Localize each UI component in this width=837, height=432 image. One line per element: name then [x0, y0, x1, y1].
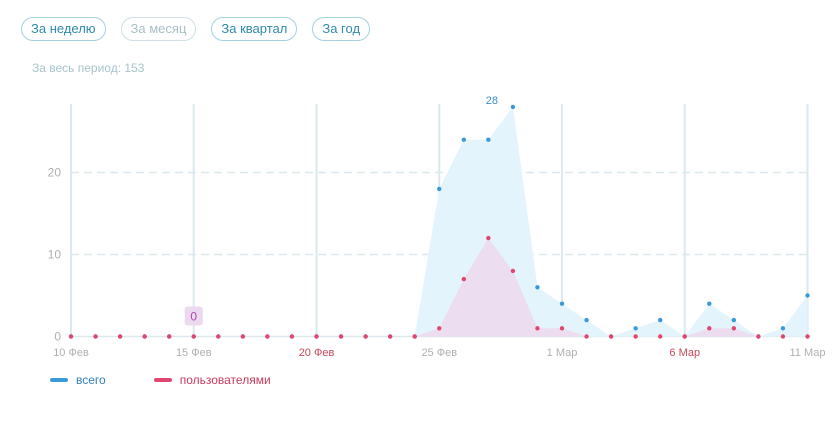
data-point-users	[387, 334, 393, 339]
data-point-total	[780, 326, 786, 331]
data-point-users	[780, 334, 786, 339]
data-point-users	[559, 326, 565, 331]
data-point-users	[584, 334, 589, 339]
data-point-users	[191, 334, 196, 339]
legend: всего пользователями	[50, 373, 271, 387]
data-point-total	[584, 317, 589, 323]
x-tick-label: 25 Фев	[421, 347, 457, 359]
tooltip-value: 0	[190, 310, 197, 324]
data-point-users	[682, 334, 687, 339]
legend-label-users: пользователями	[179, 373, 271, 387]
data-point-total	[805, 293, 810, 298]
y-tick-label: 10	[48, 248, 62, 262]
tab-week[interactable]: За неделю	[21, 17, 106, 41]
data-point-total	[707, 301, 712, 306]
data-point-users	[412, 334, 417, 339]
tab-year[interactable]: За год	[312, 17, 371, 41]
data-point-total	[658, 317, 663, 323]
data-point-users	[68, 334, 74, 339]
data-point-users	[240, 334, 246, 339]
data-point-users	[805, 334, 810, 339]
data-point-users	[756, 334, 761, 339]
data-point-users	[658, 334, 663, 339]
data-point-users	[289, 334, 295, 339]
period-tabs: За неделю За месяц За квартал За год	[21, 17, 371, 41]
data-point-users	[265, 334, 270, 339]
legend-swatch-total	[50, 378, 68, 382]
data-point-total	[486, 137, 491, 142]
data-point-users	[142, 334, 147, 339]
tab-month[interactable]: За месяц	[120, 17, 197, 41]
tooltip-box	[184, 306, 203, 326]
data-point-total	[510, 104, 516, 110]
data-point-users	[167, 334, 172, 339]
legend-item-users[interactable]: пользователями	[153, 373, 271, 387]
y-tick-label: 20	[48, 166, 62, 180]
data-point-users	[510, 268, 516, 274]
x-tick-label: 11 Мар	[790, 347, 826, 359]
tab-quarter[interactable]: За квартал	[211, 17, 298, 41]
x-tick-label: 15 Фев	[176, 347, 212, 359]
legend-item-total[interactable]: всего	[50, 373, 106, 387]
data-point-users	[608, 334, 614, 339]
data-point-total	[731, 317, 737, 323]
data-point-users	[535, 326, 540, 331]
data-point-users	[338, 334, 344, 339]
data-point-users	[216, 334, 221, 339]
data-point-users	[633, 334, 638, 339]
data-point-users	[363, 334, 368, 339]
total-count: За весь период: 153	[32, 61, 145, 75]
x-tick-label: 1 Мар	[547, 347, 578, 359]
data-point-users	[437, 326, 442, 331]
data-point-users	[117, 334, 123, 339]
x-tick-label: 10 Фев	[53, 347, 89, 359]
series-area-total	[71, 106, 808, 337]
data-point-users	[731, 326, 737, 331]
legend-label-total: всего	[76, 373, 106, 387]
data-point-total	[437, 186, 442, 192]
data-point-total	[535, 285, 540, 290]
data-point-users	[93, 334, 98, 339]
data-point-total	[461, 137, 466, 142]
data-point-users	[486, 235, 491, 241]
data-point-users	[314, 334, 319, 339]
x-tick-label: 6 Мар	[669, 347, 700, 359]
data-point-total	[559, 301, 565, 306]
data-point-total	[633, 326, 638, 331]
data-point-users	[707, 326, 712, 331]
legend-swatch-users	[153, 378, 172, 382]
data-point-users	[461, 276, 466, 282]
peak-label: 28	[486, 95, 498, 107]
y-tick-label: 0	[54, 330, 61, 344]
x-tick-label: 20 Фев	[299, 347, 335, 359]
